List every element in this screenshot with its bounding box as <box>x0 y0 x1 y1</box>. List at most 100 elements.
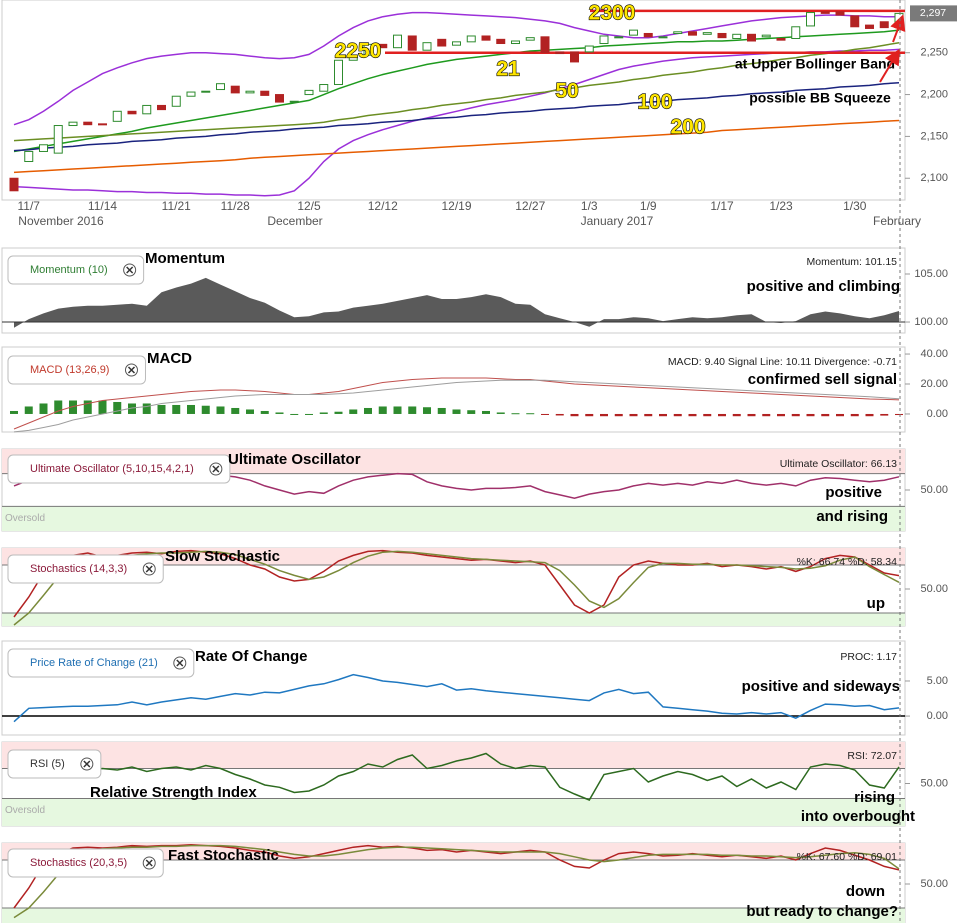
y-tick-label: 2,150 <box>920 130 948 142</box>
candle <box>643 32 653 38</box>
histogram-bar <box>142 403 151 414</box>
moving-average <box>13 119 900 174</box>
indicator-title: MACD <box>147 350 192 367</box>
ma-callout: 200 <box>670 116 705 139</box>
histogram-bar <box>865 413 874 417</box>
arrow <box>890 14 906 43</box>
histogram-bar <box>157 404 166 414</box>
candle <box>865 24 874 29</box>
candle <box>334 59 343 86</box>
y-tick-label: 20.00 <box>920 378 948 390</box>
x-tick-label: 11/7 <box>18 199 41 213</box>
candle <box>230 85 240 94</box>
y-tick-label: 100.00 <box>914 316 948 328</box>
histogram-bar <box>378 406 387 414</box>
month-label: January 2017 <box>581 214 654 228</box>
comment: but ready to change? <box>746 903 898 920</box>
candle <box>540 36 550 54</box>
y-tick-label: 50.00 <box>920 583 948 595</box>
close-icon-x[interactable] <box>145 565 153 573</box>
y-tick-label: 2,100 <box>920 172 948 184</box>
candle <box>599 35 609 45</box>
readout: RSI: 72.07 <box>847 750 897 762</box>
histogram-bar <box>541 413 549 415</box>
candle <box>348 55 358 61</box>
month-label: December <box>267 214 322 228</box>
candle <box>658 36 668 39</box>
histogram-bar <box>39 403 48 414</box>
histogram-bar <box>718 413 726 417</box>
close-icon-x[interactable] <box>145 859 153 867</box>
candle <box>761 34 771 38</box>
x-tick-label: 1/3 <box>581 199 598 213</box>
histogram-bar <box>98 400 107 414</box>
histogram-bar <box>570 413 579 417</box>
candle <box>717 32 727 39</box>
close-icon-x[interactable] <box>176 659 184 667</box>
indicator-title: Fast Stochastic <box>168 847 279 864</box>
histogram-bar <box>334 411 343 414</box>
candle <box>629 29 638 36</box>
indicator-line <box>13 844 900 919</box>
indicator-label: Price Rate of Change (21) <box>30 657 158 669</box>
close-icon-x[interactable] <box>83 760 91 768</box>
candle <box>570 51 579 63</box>
candle <box>437 38 447 47</box>
candle <box>157 104 166 111</box>
candle <box>275 94 284 103</box>
x-tick-label: 1/17 <box>710 199 734 213</box>
reference-callout: 2300 <box>589 2 636 25</box>
candle <box>83 121 93 126</box>
candle <box>260 90 270 96</box>
arrow <box>879 48 901 83</box>
candle <box>216 83 225 91</box>
last-price-tag <box>910 5 957 22</box>
histogram-bar <box>659 413 667 417</box>
month-label: February <box>873 214 921 228</box>
candle <box>422 42 432 51</box>
histogram-bar <box>880 413 889 416</box>
comment: positive and climbing <box>747 278 900 295</box>
histogram-bar <box>69 400 77 414</box>
indicator-title: Relative Strength Index <box>90 784 257 801</box>
histogram-bar <box>290 413 299 415</box>
histogram-bar <box>408 406 417 414</box>
overbought-zone <box>2 742 905 769</box>
histogram-bar <box>673 413 682 417</box>
close-icon-x[interactable] <box>126 266 134 274</box>
candle <box>791 26 801 39</box>
indicator-title: Rate Of Change <box>195 648 308 665</box>
reference-callout: 2250 <box>335 40 382 63</box>
comment: rising <box>854 789 895 806</box>
x-tick-label: 12/5 <box>297 199 321 213</box>
x-tick-label: 1/30 <box>843 199 867 213</box>
candle <box>496 38 506 45</box>
candle <box>407 35 417 51</box>
x-tick-label: 12/19 <box>441 199 471 213</box>
histogram-bar <box>644 413 653 417</box>
close-icon-x[interactable] <box>212 465 220 473</box>
candle <box>747 33 756 42</box>
indicator-line <box>13 844 900 909</box>
oversold-zone <box>2 798 905 826</box>
candle <box>820 11 830 14</box>
candle <box>363 43 373 56</box>
histogram-bar <box>511 413 520 415</box>
candle <box>511 40 520 45</box>
y-tick-label: 0.00 <box>927 710 948 722</box>
histogram-bar <box>895 413 903 416</box>
candle <box>466 35 476 43</box>
indicator-label: Stochastics (14,3,3) <box>30 563 127 575</box>
indicator-title: Slow Stochastic <box>165 548 280 565</box>
close-icon-x[interactable] <box>127 366 136 374</box>
readout: MACD: 9.40 Signal Line: 10.11 Divergence… <box>668 356 897 368</box>
histogram-bar <box>216 406 225 414</box>
indicator-label: RSI (5) <box>30 758 65 770</box>
candle <box>112 110 122 122</box>
candle <box>481 35 491 41</box>
histogram-bar <box>732 413 741 417</box>
readout: %K: 66.74 %D: 58.34 <box>797 556 898 568</box>
histogram-bar <box>703 413 712 417</box>
moving-average <box>13 82 900 152</box>
